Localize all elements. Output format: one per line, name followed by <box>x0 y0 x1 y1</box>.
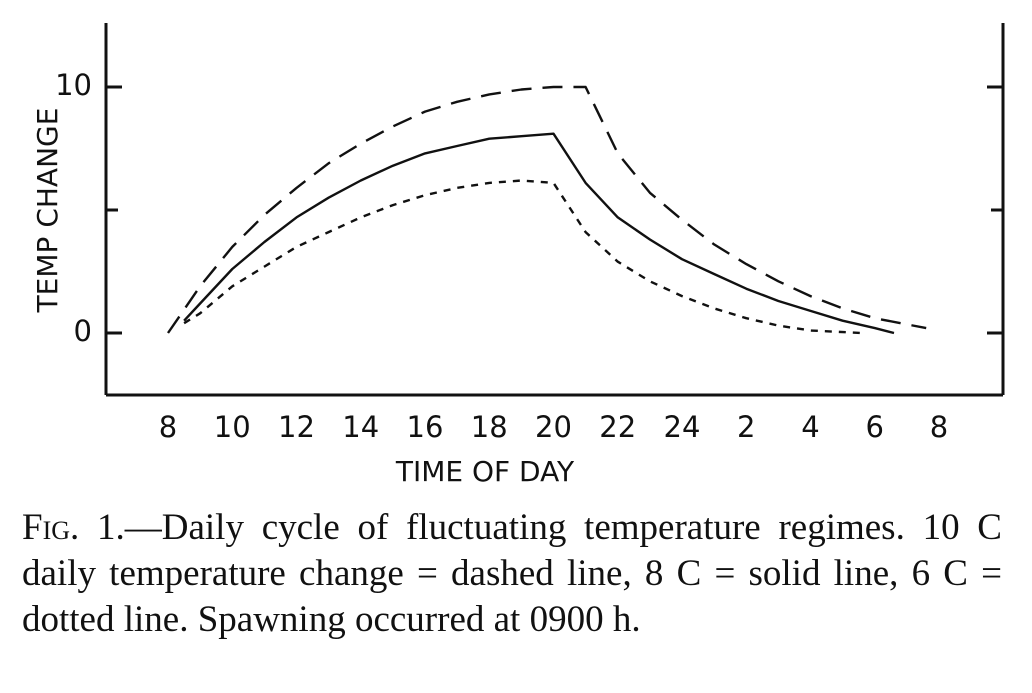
x-tick-label: 4 <box>801 410 819 444</box>
series-lines <box>167 85 927 335</box>
x-tick-label: 16 <box>407 410 444 444</box>
x-tick-label: 22 <box>599 410 636 444</box>
y-tick-label: 0 <box>74 314 92 348</box>
y-tick-label: 10 <box>55 68 92 102</box>
x-tick-label: 8 <box>930 410 948 444</box>
solid-series-line <box>183 132 895 335</box>
plot-frame <box>104 23 1005 397</box>
x-tick-label: 12 <box>278 410 315 444</box>
dotted-series-line <box>183 179 862 335</box>
y-axis-label: TEMP CHANGE <box>31 108 64 314</box>
x-tick-label: 2 <box>737 410 755 444</box>
x-tick-label: 8 <box>159 410 177 444</box>
x-tick-label: 20 <box>535 410 572 444</box>
x-ticks: 8 10 12 14 16 18 20 22 24 2 4 6 8 <box>159 410 948 444</box>
x-tick-label: 18 <box>471 410 508 444</box>
x-tick-label: 10 <box>214 410 251 444</box>
figure-label: Fig. 1. <box>22 507 125 548</box>
caption-text: —Daily cycle of fluctuating temperature … <box>22 507 1002 640</box>
x-tick-label: 24 <box>664 410 701 444</box>
dashed-series-line <box>167 85 927 334</box>
x-axis-label: TIME OF DAY <box>395 455 575 488</box>
y-ticks: 0 10 <box>55 68 1003 348</box>
figure-caption: Fig. 1.—Daily cycle of fluctuating tempe… <box>22 505 1002 643</box>
x-tick-label: 6 <box>866 410 884 444</box>
x-tick-label: 14 <box>342 410 379 444</box>
